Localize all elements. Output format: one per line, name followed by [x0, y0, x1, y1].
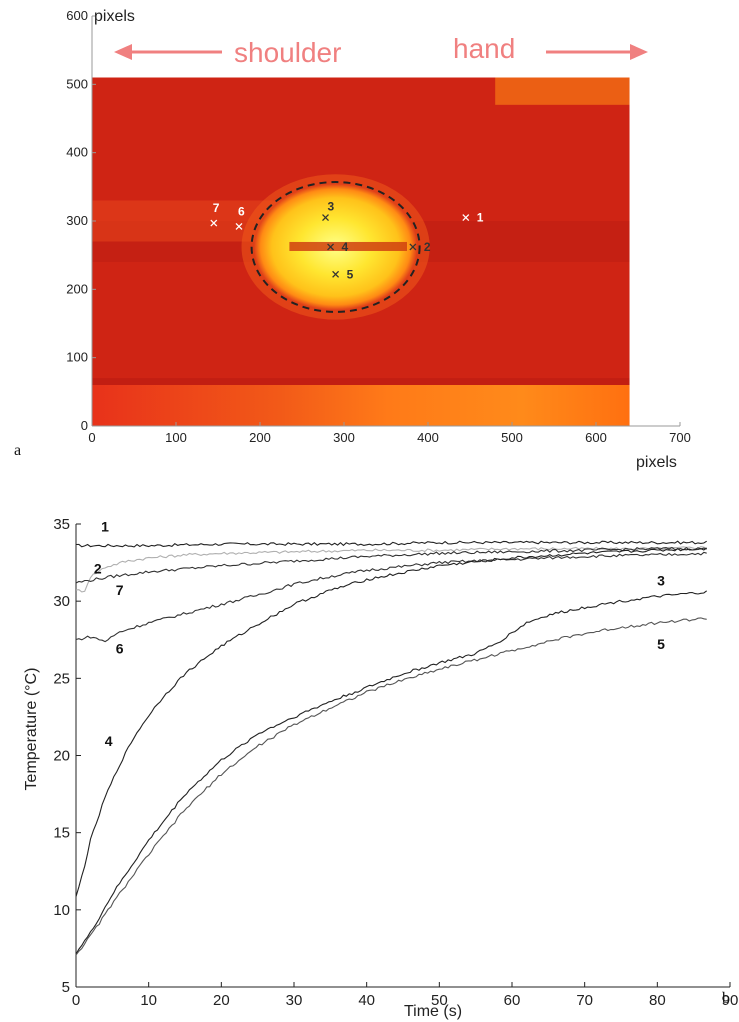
panel-b-xtick-label: 70 [576, 992, 593, 1009]
panel-b-xtick-label: 90 [722, 992, 739, 1009]
panel-a-xtick-label: 700 [669, 430, 691, 445]
panel-b-series [75, 540, 708, 956]
panel-a-ylabel: pixels [94, 8, 135, 25]
shoulder-annotation: shoulder [114, 37, 341, 68]
hand-annotation: hand [453, 33, 648, 64]
panel-a-ytick-label: 400 [66, 145, 88, 160]
curve-label-2: 2 [94, 560, 102, 576]
point-label-5: 5 [347, 267, 354, 281]
panel-b-ylabel: Temperature (°C) [23, 668, 40, 791]
panel-a-xlabel: pixels [636, 454, 677, 471]
panel-a-xtick-label: 400 [417, 430, 439, 445]
panel-a-points: 1 2 3 4 5 6 7 [210, 200, 484, 281]
panel-b-xlabel: Time (s) [404, 1003, 462, 1020]
curve-label-3: 3 [657, 573, 665, 589]
curve-label-7: 7 [116, 582, 124, 598]
panel-b-xtick-label: 30 [286, 992, 303, 1009]
panel-b-xtick-label: 10 [140, 992, 157, 1009]
point-cross [235, 223, 243, 230]
panel-b-ytick-label: 20 [53, 748, 70, 765]
panel-b-ytick-label: 10 [53, 902, 70, 919]
hot-spot-streak [289, 241, 407, 251]
point-cross [322, 214, 329, 222]
point-marker-2: 2 [409, 240, 431, 254]
point-marker-4: 4 [327, 240, 349, 254]
series-line-6 [75, 551, 707, 643]
series-line-7 [75, 546, 707, 584]
panel-a-xtick-label: 100 [165, 430, 187, 445]
curve-label-6: 6 [116, 641, 124, 657]
heatmap-band-edge [92, 378, 630, 385]
series-line-2 [75, 546, 707, 593]
point-label-1: 1 [477, 211, 484, 225]
point-cross [210, 219, 218, 227]
shoulder-arrowhead [114, 44, 132, 60]
series-line-5 [75, 617, 707, 956]
point-label-2: 2 [424, 240, 431, 254]
curve-label-4: 4 [105, 733, 113, 749]
heatmap-top-right-patch [495, 77, 630, 105]
point-cross [332, 270, 340, 278]
panel-b-curve-labels: 1 27 6 4 3 5 [94, 519, 665, 750]
hand-arrowhead [630, 44, 648, 60]
point-label-3: 3 [328, 200, 335, 214]
panel-b-xtick-label: 20 [213, 992, 230, 1009]
panel-a-axes: 0 100 200 300 400 500 600 700 0 100 200 300 400 500 60… [66, 8, 691, 445]
panel-b-ytick-label: 30 [53, 593, 70, 610]
panel-a: 0 100 200 300 400 500 600 700 0 100 200 300 400 500 60… [14, 8, 691, 471]
heatmap-bottom-band [92, 385, 630, 426]
hand-label: hand [453, 33, 515, 64]
point-marker-1: 1 [462, 211, 484, 225]
panel-a-ytick-label: 600 [66, 8, 88, 23]
panel-b-ytick-label: 25 [53, 670, 70, 687]
panel-a-ytick-label: 500 [66, 76, 88, 91]
series-line-4 [75, 547, 708, 897]
panel-a-ytick-label: 0 [81, 418, 88, 433]
panel-a-ytick-label: 100 [66, 350, 88, 365]
panel-b-xtick-label: 0 [72, 992, 80, 1009]
panel-a-xtick-label: 300 [333, 430, 355, 445]
point-marker-7: 7 [210, 201, 220, 227]
panel-a-xtick-label: 600 [585, 430, 607, 445]
series-line-1 [75, 540, 707, 548]
panel-a-label: a [14, 442, 21, 459]
hot-spot-boundary [250, 181, 421, 313]
point-marker-3: 3 [322, 200, 335, 222]
curve-label-1: 1 [101, 519, 109, 535]
panel-a-xtick-label: 500 [501, 430, 523, 445]
panel-b-ytick-label: 15 [53, 825, 70, 842]
series-line-3 [75, 590, 708, 955]
shoulder-label: shoulder [234, 37, 341, 68]
panel-b-ytick-label: 35 [53, 516, 70, 533]
point-marker-5: 5 [332, 267, 354, 281]
point-label-4: 4 [342, 240, 349, 254]
panel-b-xtick-label: 60 [504, 992, 521, 1009]
heatmap-image [92, 77, 630, 426]
panel-a-ytick-label: 300 [66, 213, 88, 228]
point-marker-6: 6 [235, 204, 245, 230]
panel-b-xtick-label: 40 [358, 992, 375, 1009]
panel-b-xtick-label: 80 [649, 992, 666, 1009]
panel-b-label: b [722, 990, 730, 1007]
panel-a-xtick-label: 0 [88, 430, 95, 445]
point-cross [462, 214, 470, 222]
point-label-6: 6 [238, 204, 245, 218]
point-cross [327, 243, 335, 251]
curve-label-5: 5 [657, 636, 665, 652]
point-label-7: 7 [213, 201, 220, 215]
point-cross [409, 243, 417, 251]
panel-a-xtick-label: 200 [249, 430, 271, 445]
panel-b-ytick-label: 5 [62, 979, 70, 996]
panel-a-ytick-label: 200 [66, 281, 88, 296]
panel-b-xtick-label: 50 [431, 992, 448, 1009]
